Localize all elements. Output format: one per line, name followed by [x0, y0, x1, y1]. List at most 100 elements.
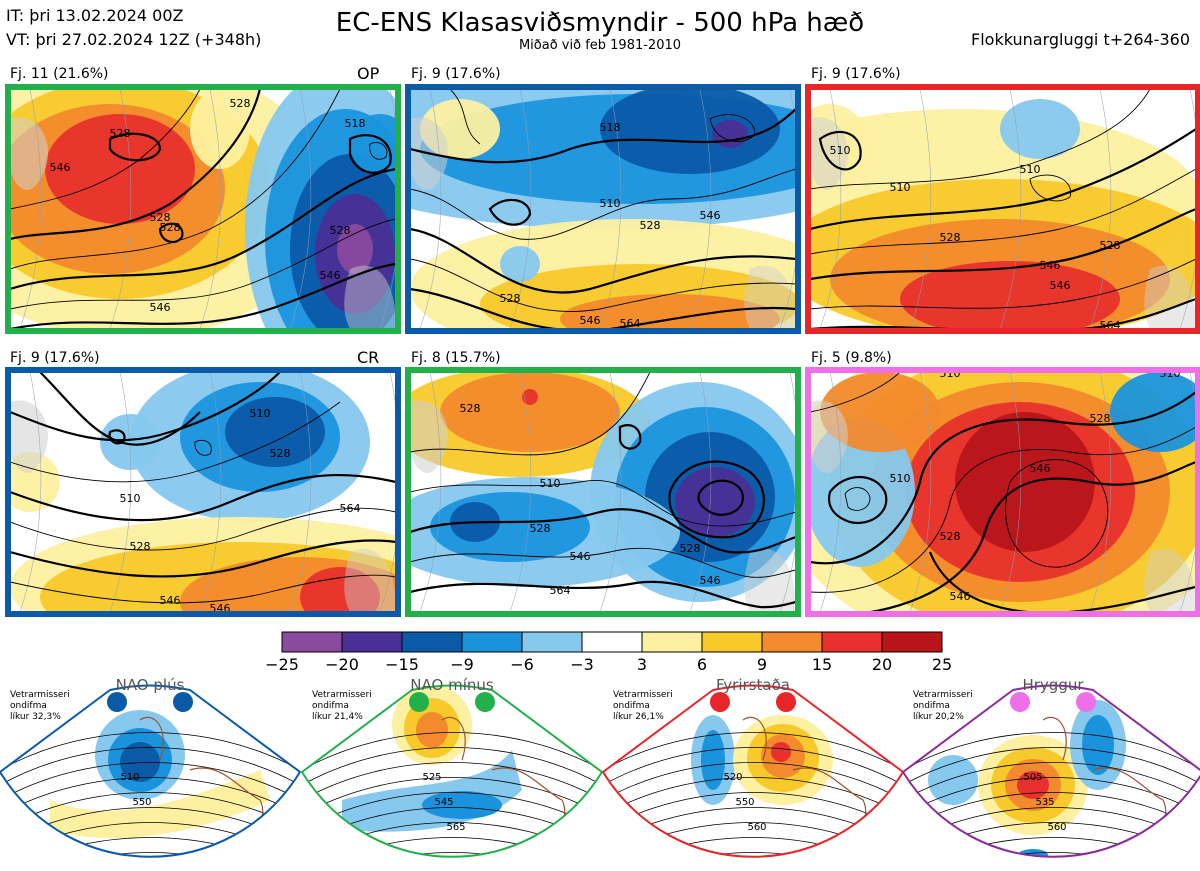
- height-contour: [410, 258, 796, 312]
- regime-marker-dot: [710, 692, 730, 712]
- regime-contour: [603, 747, 903, 786]
- graticule-line: [1089, 372, 1112, 612]
- graticule-line: [19, 372, 42, 612]
- anomaly-area: [190, 89, 250, 169]
- land-area: [744, 265, 796, 329]
- anomaly-area: [600, 89, 780, 174]
- cluster-map-panel: 510 510 528 546 546 528 510 564: [810, 89, 1196, 332]
- regime-note: ondifma: [10, 701, 47, 711]
- graticule-line: [909, 89, 932, 329]
- contour-label: 560: [747, 822, 766, 833]
- anomaly-area: [701, 730, 725, 790]
- height-contour: [10, 372, 281, 442]
- height-contour: [810, 258, 1196, 310]
- regime-contour: [903, 762, 1200, 801]
- contour-label: 528: [160, 221, 181, 234]
- height-contour: [410, 168, 796, 240]
- regime-contour: [603, 762, 903, 801]
- regime-marker-dot: [776, 692, 796, 712]
- contour-label: 528: [680, 542, 701, 555]
- height-contour: [1029, 174, 1072, 202]
- panel-label: Fj. 9 (17.6%): [411, 66, 501, 82]
- anomaly-area: [820, 372, 940, 452]
- colorbar-swatch: [761, 631, 823, 653]
- contour-label: 510: [1020, 163, 1041, 176]
- regime-marker-dot: [1010, 692, 1030, 712]
- height-contour: [410, 227, 796, 294]
- colorbar-tick-label: 9: [757, 655, 767, 674]
- contour-label: 528: [230, 97, 251, 110]
- anomaly-area: [500, 246, 540, 282]
- contour-label: 546: [320, 269, 341, 282]
- anomaly-area: [928, 755, 978, 805]
- height-contour: [410, 547, 796, 578]
- classification-window: Flokkunargluggi t+264-360: [971, 30, 1190, 49]
- colorbar-tick-label: 25: [932, 655, 952, 674]
- contour-label: 564: [1100, 319, 1121, 332]
- regime-marker-dot: [409, 692, 429, 712]
- height-contour: [10, 507, 396, 551]
- regime-note: Vetrarmisseri: [613, 690, 673, 700]
- regime-name: Hryggur: [1022, 676, 1084, 694]
- colorbar-tick-label: −9: [450, 655, 474, 674]
- anomaly-area: [225, 397, 325, 467]
- contour-label: 546: [1030, 462, 1051, 475]
- contour-label: 528: [110, 127, 131, 140]
- land-area: [410, 400, 449, 473]
- regime-note: Vetrarmisseri: [913, 690, 973, 700]
- graticule-line: [1179, 89, 1196, 329]
- anomaly-area: [900, 261, 1120, 329]
- anomaly-area: [771, 742, 791, 762]
- graticule-line: [379, 89, 396, 329]
- cluster-map-panel: 510 528 546 510 528 546 510: [810, 367, 1196, 612]
- cluster-map-panel: 510 528 546 528 510 564 546: [10, 372, 396, 612]
- regime-contour: [903, 837, 1200, 857]
- regime-frame: [601, 684, 905, 858]
- contour-label: 528: [640, 219, 661, 232]
- graticule-line: [509, 372, 532, 612]
- contour-label: 518: [600, 121, 621, 134]
- panel-border: [805, 84, 1200, 334]
- cluster-map-panel: 528 518 510 546 528 546 564: [410, 89, 796, 329]
- contour-label: 518: [345, 117, 366, 130]
- height-contour: [1005, 459, 1109, 568]
- contour-label: 546: [580, 314, 601, 327]
- colorbar-swatch: [461, 631, 523, 653]
- regime-note: Vetrarmisseri: [10, 690, 70, 700]
- panel-border: [405, 367, 801, 617]
- colorbar-swatch: [881, 631, 943, 653]
- panel-label: Fj. 9 (17.6%): [811, 66, 901, 82]
- coastline: [139, 716, 164, 761]
- regime-name: NAO mínus: [410, 676, 494, 694]
- height-contour: [10, 539, 396, 578]
- colorbar-tick-label: −20: [325, 655, 359, 674]
- contour-label: 525: [422, 772, 441, 783]
- contour-label: 535: [1035, 797, 1054, 808]
- contour-label: 510: [890, 472, 911, 485]
- height-contour: [928, 551, 1196, 612]
- regime-contour: [0, 762, 300, 801]
- contour-label: 528: [1090, 412, 1111, 425]
- colorbar-tick-label: 6: [697, 655, 707, 674]
- graticule-line: [1089, 89, 1112, 329]
- colorbar-swatch: [401, 631, 463, 653]
- cluster-map-panel: 528 510 528 546 528 546 564: [410, 372, 796, 612]
- regime-name: Fyrirstaða: [716, 676, 790, 694]
- land-area: [744, 548, 796, 612]
- anomaly-area: [416, 712, 448, 748]
- height-contour: [810, 168, 1196, 255]
- regime-marker-dot: [475, 692, 495, 712]
- height-contour: [810, 297, 1196, 329]
- height-contour: [39, 372, 201, 446]
- height-contour: [10, 89, 262, 241]
- panel-label: Fj. 9 (17.6%): [10, 350, 100, 366]
- graticule-line: [779, 89, 796, 329]
- regime-map: 520 550 560 Fyrirstaða Vetrarmisseriondifmal…: [601, 676, 905, 858]
- contour-label: 528: [1100, 239, 1121, 252]
- contour-label: 528: [150, 211, 171, 224]
- contour-label: 510: [1160, 367, 1181, 380]
- graticule-line: [289, 372, 312, 612]
- panel-label: Fj. 8 (15.7%): [411, 350, 501, 366]
